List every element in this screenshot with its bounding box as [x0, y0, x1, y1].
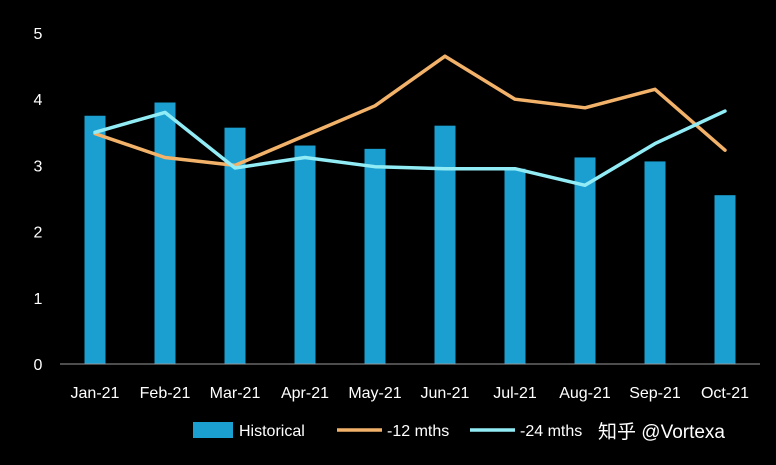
- x-axis: Jan-21 Feb-21 Mar-21 Apr-21 May-21 Jun-21 Jul-…: [71, 385, 750, 402]
- line-minus-24-mths: [93, 109, 727, 188]
- line-series: [93, 54, 727, 188]
- line-minus-12-mths: [93, 54, 727, 168]
- y-axis: 0 1 2 3 4 5: [34, 26, 43, 374]
- bar: [154, 102, 176, 364]
- legend-label: -12 mths: [387, 423, 449, 440]
- x-tick-label: Jun-21: [421, 385, 470, 402]
- x-tick-label: Jan-21: [71, 385, 120, 402]
- x-tick-label: Jul-21: [493, 385, 537, 402]
- legend-label: Historical: [239, 423, 305, 440]
- bar: [644, 161, 666, 364]
- legend: Historical -12 mths -24 mths: [193, 422, 582, 440]
- y-tick-label: 1: [34, 291, 43, 308]
- bar: [504, 168, 526, 364]
- bar: [364, 148, 386, 364]
- bar: [574, 157, 596, 364]
- x-tick-label: Aug-21: [559, 385, 611, 402]
- y-tick-label: 5: [34, 26, 43, 43]
- bar-series-historical: [84, 102, 736, 365]
- bar: [84, 115, 106, 364]
- bar: [714, 195, 736, 364]
- y-tick-label: 3: [34, 158, 43, 175]
- watermark-text: 知乎 @Vortexa: [598, 421, 725, 443]
- legend-swatch-bar: [193, 422, 233, 438]
- x-tick-label: Mar-21: [210, 385, 261, 402]
- y-tick-label: 4: [34, 92, 43, 109]
- bar: [294, 145, 316, 364]
- x-tick-label: Apr-21: [281, 385, 329, 402]
- bar: [224, 127, 246, 364]
- x-tick-label: May-21: [348, 385, 401, 402]
- x-tick-label: Oct-21: [701, 385, 749, 402]
- y-tick-label: 2: [34, 225, 43, 242]
- bar: [434, 125, 456, 365]
- x-tick-label: Sep-21: [629, 385, 681, 402]
- legend-label: -24 mths: [520, 423, 582, 440]
- y-tick-label: 0: [34, 357, 43, 374]
- x-tick-label: Feb-21: [140, 385, 191, 402]
